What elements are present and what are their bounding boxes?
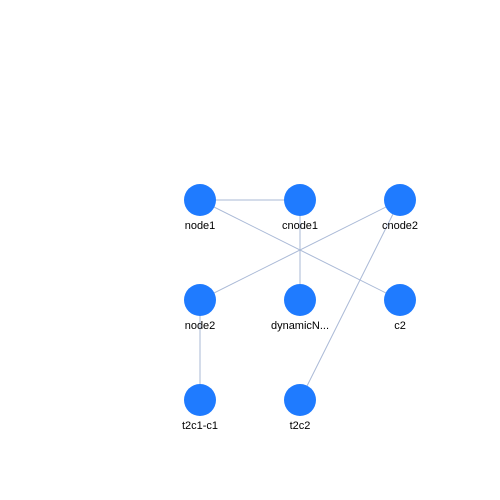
node-circle-cnode1[interactable] bbox=[284, 184, 316, 216]
node-label-cnode2: cnode2 bbox=[382, 220, 418, 232]
node-circle-cnode2[interactable] bbox=[384, 184, 416, 216]
graph-node-node1[interactable]: node1 bbox=[184, 184, 216, 232]
edges-layer bbox=[199, 199, 401, 401]
graph-node-t2c2[interactable]: t2c2 bbox=[284, 384, 316, 432]
node-label-t2c1-c1: t2c1-c1 bbox=[182, 420, 218, 432]
node-circle-dynamicN[interactable] bbox=[284, 284, 316, 316]
graph-node-node2[interactable]: node2 bbox=[184, 284, 216, 332]
node-label-node2: node2 bbox=[185, 320, 216, 332]
node-circle-t2c2[interactable] bbox=[284, 384, 316, 416]
graph-node-cnode2[interactable]: cnode2 bbox=[382, 184, 418, 232]
node-label-dynamicN: dynamicN... bbox=[271, 320, 329, 332]
node-circle-node2[interactable] bbox=[184, 284, 216, 316]
node-label-c2: c2 bbox=[394, 320, 406, 332]
node-circle-node1[interactable] bbox=[184, 184, 216, 216]
node-label-node1: node1 bbox=[185, 220, 216, 232]
edge-cnode2-t2c2 bbox=[299, 199, 401, 401]
node-circle-c2[interactable] bbox=[384, 284, 416, 316]
nodes-layer: node1 cnode1 cnode2 node2 dynamicN... c2 t2c1-… bbox=[182, 184, 418, 432]
node-circle-t2c1-c1[interactable] bbox=[184, 384, 216, 416]
node-label-t2c2: t2c2 bbox=[290, 420, 311, 432]
graph-node-dynamicN[interactable]: dynamicN... bbox=[271, 284, 329, 332]
edge-cnode2-node2 bbox=[199, 199, 401, 301]
graph-node-c2[interactable]: c2 bbox=[384, 284, 416, 332]
graph-node-t2c1-c1[interactable]: t2c1-c1 bbox=[182, 384, 218, 432]
graph-node-cnode1[interactable]: cnode1 bbox=[282, 184, 318, 232]
node-label-cnode1: cnode1 bbox=[282, 220, 318, 232]
